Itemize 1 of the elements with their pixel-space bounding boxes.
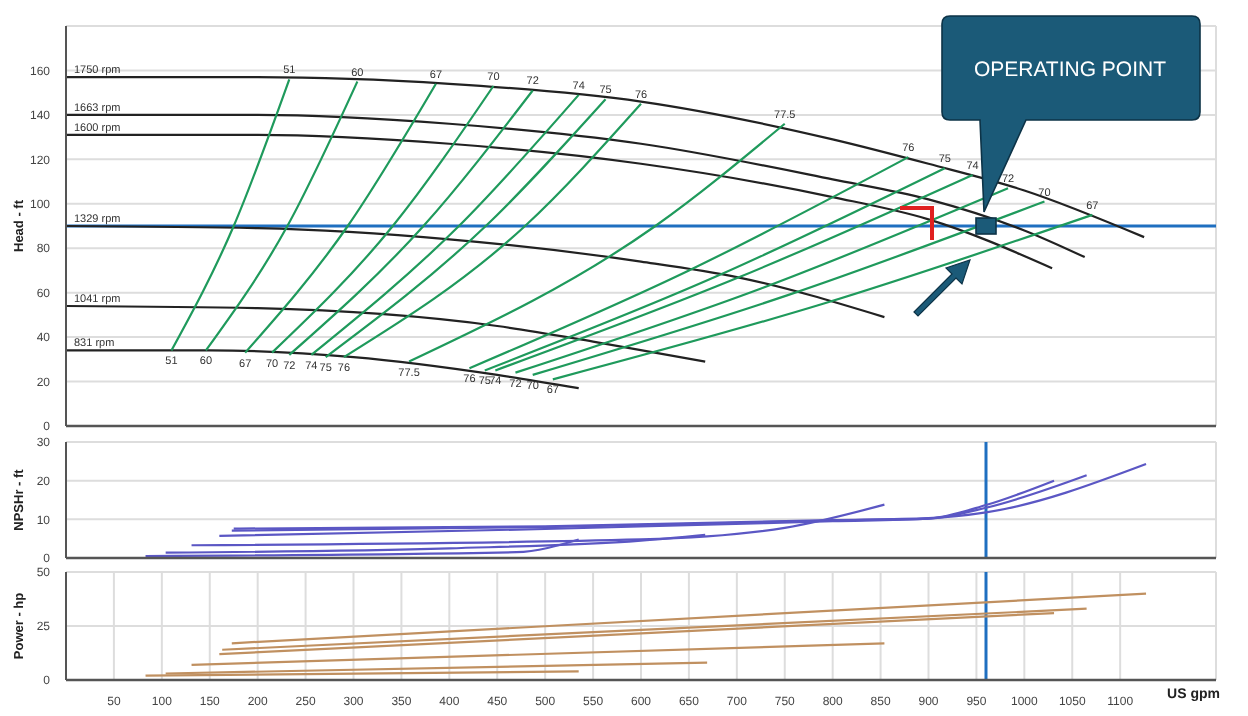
annotation: OPERATING POINT [973, 58, 1168, 82]
